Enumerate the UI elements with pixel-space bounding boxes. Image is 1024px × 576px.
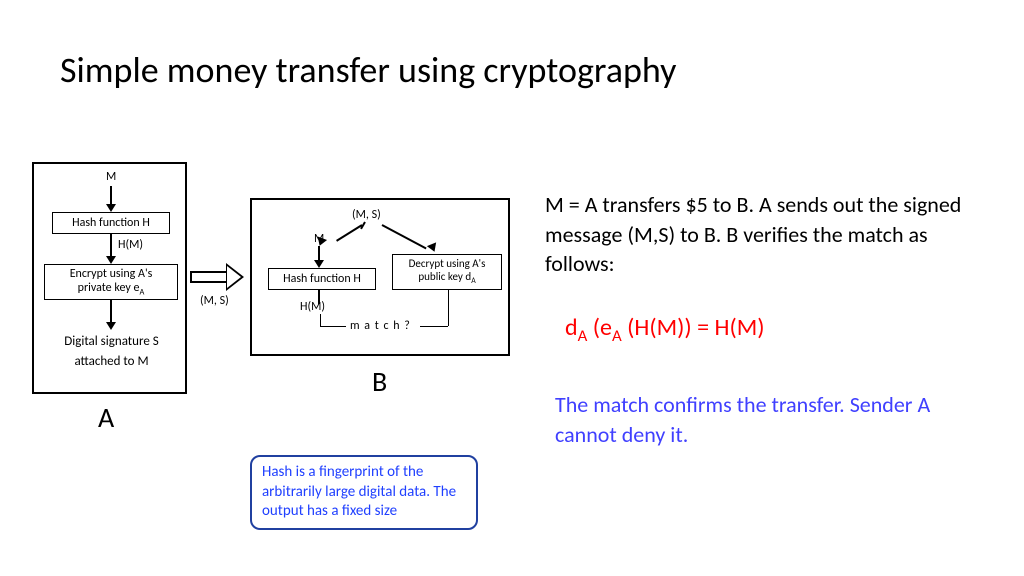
box-b-container: (M, S) M Hash function H Decrypt using A… xyxy=(250,198,510,356)
encrypt-box-a: Encrypt using A's private key eA xyxy=(44,264,178,300)
confirm-text: The match confirms the transfer. Sender … xyxy=(555,390,975,449)
arrow-a3-line xyxy=(110,300,112,322)
decrypt-box-b: Decrypt using A's public key dA xyxy=(392,254,502,290)
arrow-b-m-head xyxy=(314,260,324,268)
arrow-b-right-line xyxy=(382,224,427,249)
hash-note: Hash is a fingerprint of the arbitrarily… xyxy=(250,455,478,530)
arrow-b-right-head xyxy=(427,242,439,253)
hm-label-b: H(M) xyxy=(300,300,325,314)
label-a: A xyxy=(98,400,114,435)
match-right-h xyxy=(420,326,448,327)
label-b: B xyxy=(372,364,387,399)
arrow-a1-head xyxy=(106,204,116,212)
arrow-a3-head xyxy=(106,322,116,330)
box-a-container: M Hash function H H(M) Encrypt using A's… xyxy=(32,162,187,394)
encrypt-line1: Encrypt using A's xyxy=(70,267,153,281)
match-left-v xyxy=(320,314,321,326)
hash-box-a: Hash function H xyxy=(52,212,170,234)
ms-label-b: (M, S) xyxy=(352,208,381,222)
encrypt-line2: private key eA xyxy=(78,281,145,297)
decrypt-line1: Decrypt using A's xyxy=(409,257,486,270)
m-label-b: M xyxy=(314,232,324,246)
formula: dA (eA (H(M)) = H(M) xyxy=(565,313,765,346)
match-label: m a t c h ? xyxy=(350,319,411,333)
m-label-a: M xyxy=(106,170,116,184)
slide-title: Simple money transfer using cryptography xyxy=(60,48,676,92)
transfer-arrow xyxy=(190,266,246,288)
explain-text: M = A transfers $5 to B. A sends out the… xyxy=(545,190,985,279)
match-right-v xyxy=(448,290,449,326)
sig-text: Digital signature S attached to M xyxy=(34,332,189,371)
transfer-label: (M, S) xyxy=(200,294,229,308)
arrow-a2-line xyxy=(110,234,112,256)
decrypt-line2: public key dA xyxy=(418,270,475,286)
arrow-b-left-line xyxy=(336,224,363,242)
match-left-h xyxy=(320,326,346,327)
arrow-a1-line xyxy=(110,186,112,204)
hm-label-a: H(M) xyxy=(118,238,143,252)
arrow-b-m-line xyxy=(318,246,320,260)
hash-box-b: Hash function H xyxy=(268,268,376,290)
arrow-a2-head xyxy=(106,256,116,264)
